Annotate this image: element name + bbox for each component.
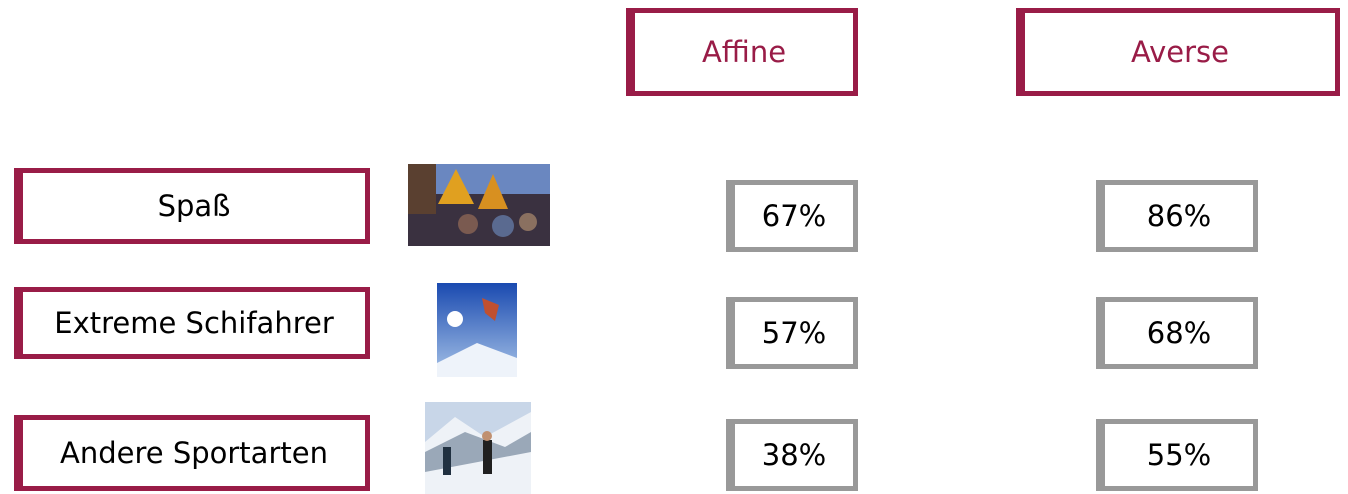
slide: Affine Averse Spaß Extreme Schifahrer An… bbox=[0, 0, 1348, 494]
cell: 38% bbox=[726, 419, 858, 491]
cell: 67% bbox=[726, 180, 858, 252]
row-label: Spaß bbox=[14, 168, 370, 244]
column-header: Affine bbox=[626, 8, 858, 96]
row-label: Extreme Schifahrer bbox=[14, 287, 370, 359]
cell: 86% bbox=[1096, 180, 1258, 252]
cell: 68% bbox=[1096, 297, 1258, 369]
photo-apres-ski bbox=[408, 164, 550, 246]
row-label: Andere Sportarten bbox=[14, 415, 370, 491]
photo-skier-jump bbox=[437, 283, 517, 377]
column-header: Averse bbox=[1016, 8, 1340, 96]
cell: 55% bbox=[1096, 419, 1258, 491]
cell: 57% bbox=[726, 297, 858, 369]
photo-ski-touring bbox=[425, 402, 531, 494]
